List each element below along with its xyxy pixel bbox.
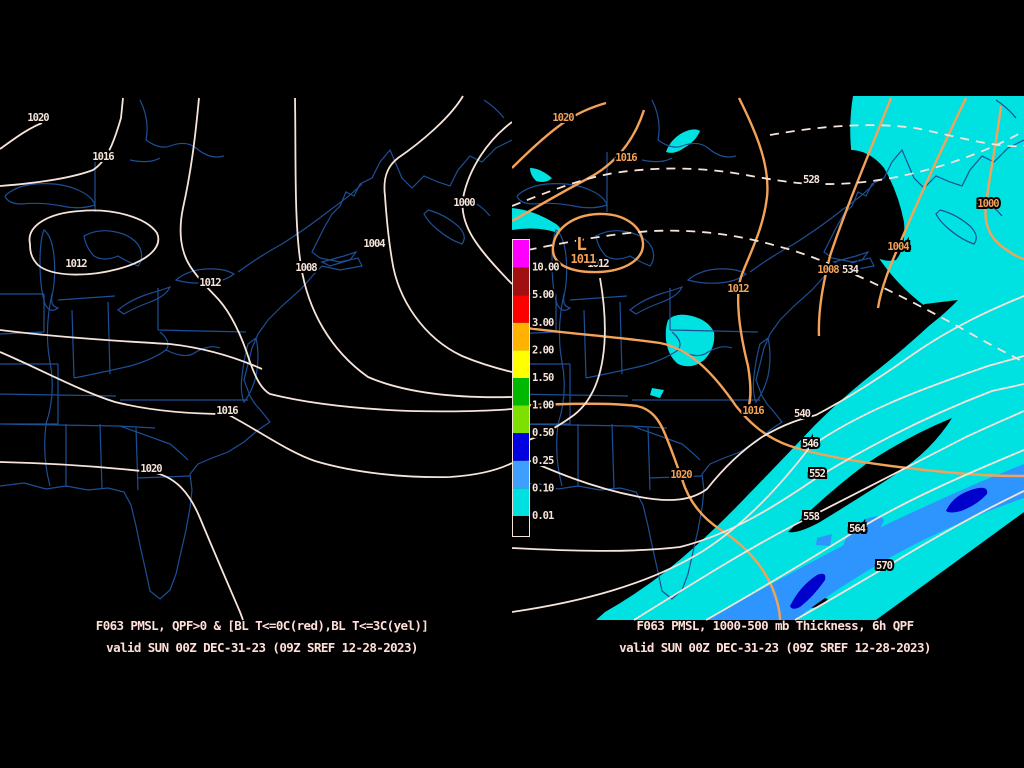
contour-label: 1020 xyxy=(670,469,692,481)
colorbar-cell xyxy=(513,460,529,489)
isobar-1020-nw xyxy=(512,101,607,169)
qpf-light-teardrop xyxy=(843,516,884,550)
contour-label: 552 xyxy=(809,468,826,480)
pmsl-contours-left xyxy=(0,95,512,621)
isobar-1020-nw xyxy=(0,122,43,150)
contour-label: 558 xyxy=(803,511,820,523)
qpf-colorbar: 10.00 5.00 3.00 2.00 1.50 1.00 0.50 0.25 0.10 0.0… xyxy=(512,239,562,537)
isobar-labels-left: 1020 1016 1012 1012 1008 1004 1000 1016 1020 xyxy=(25,110,478,477)
qpf-hole-coastal-wedge xyxy=(788,418,952,533)
isobar-1008-coastal xyxy=(817,97,893,337)
contour-label: 1016 xyxy=(216,405,238,417)
contour-label: 1000 xyxy=(977,198,999,210)
contour-label: 10.00 xyxy=(532,262,559,274)
contour-label: 1008 xyxy=(295,262,317,274)
thickness-540 xyxy=(512,295,1024,501)
contour-label: 1012 xyxy=(199,277,221,289)
qpf-moderate-core-bahamas xyxy=(790,573,826,609)
thickness-564 xyxy=(705,449,1024,621)
colorbar-cell xyxy=(513,405,529,434)
contour-label: 1.50 xyxy=(532,372,554,384)
colorbar-cell xyxy=(513,433,529,461)
isobar-1012-trough xyxy=(736,97,769,414)
contour-label: 540 xyxy=(794,408,811,420)
contour-label: 1004 xyxy=(887,241,909,253)
isobar-1016-nw xyxy=(0,97,124,187)
thickness-522-dashed xyxy=(769,124,1024,148)
thickness-558 xyxy=(633,410,1024,621)
contour-label: 546 xyxy=(802,438,819,450)
isobar-1008 xyxy=(294,97,512,399)
right-caption-title: F063 PMSL, 1000-500 mb Thickness, 6h QPF xyxy=(636,618,914,633)
contour-label: 1012 xyxy=(65,258,87,270)
contour-label: 534 xyxy=(842,264,859,276)
contour-label: 0.01 xyxy=(532,510,554,522)
thickness-labels-right: 528 534 540 546 552 558 564 570 1012 xyxy=(585,172,895,574)
contour-label: 1016 xyxy=(742,405,764,417)
thickness-540-trough-west xyxy=(512,277,606,446)
colorbar-cell xyxy=(513,488,529,516)
left-caption-valid: valid SUN 00Z DEC-31-23 (09Z SREF 12-28-… xyxy=(106,640,418,655)
isobar-1016-south xyxy=(512,324,1024,478)
colorbar-cell xyxy=(513,322,529,351)
contour-label: 1016 xyxy=(92,151,114,163)
contour-label: 2.00 xyxy=(532,344,554,356)
contour-label: 0.50 xyxy=(532,427,554,439)
left-caption-title: F063 PMSL, QPF>0 & [BL T<=0C(red),BL T<=… xyxy=(95,618,429,633)
thickness-534-dashed xyxy=(512,229,1024,363)
thickness-546 xyxy=(512,355,1024,613)
isobar-1000-coastal xyxy=(984,105,1024,261)
contour-label: 1011 xyxy=(571,252,597,266)
contour-label: 564 xyxy=(849,523,866,535)
contour-label: 1020 xyxy=(552,112,574,124)
contour-label: 1012 xyxy=(727,283,749,295)
contour-label: 5.00 xyxy=(532,289,554,301)
thickness-contours xyxy=(512,124,1024,621)
isobar-unlabeled-stub xyxy=(0,329,263,370)
qpf-trace-ohio-patch xyxy=(650,314,715,398)
contour-label: 1020 xyxy=(27,112,49,124)
isobar-1020-south xyxy=(512,402,782,621)
qpf-moderate-core-east xyxy=(946,487,988,513)
isobar-1004-coastal xyxy=(876,97,968,309)
qpf-hole-maine xyxy=(841,149,905,261)
qpf-trace-northwest-patch-1 xyxy=(530,168,552,182)
contour-label: 528 xyxy=(803,174,820,186)
pmsl-contours-right xyxy=(512,97,1024,621)
contour-label: 1008 xyxy=(817,264,839,276)
colorbar-cell xyxy=(513,350,529,378)
right-caption-valid: valid SUN 00Z DEC-31-23 (09Z SREF 12-28-… xyxy=(619,640,931,655)
qpf-light-spot xyxy=(816,534,832,546)
isobar-1012-trough xyxy=(179,97,512,413)
colorbar-cell xyxy=(513,378,529,406)
contour-label: 1016 xyxy=(615,152,637,164)
contour-label: 1004 xyxy=(363,238,385,250)
contour-label: 1020 xyxy=(140,463,162,475)
isobar-1020-south xyxy=(0,461,244,621)
contour-label: 1.00 xyxy=(532,400,554,412)
contour-label: 1012 xyxy=(587,258,609,270)
thickness-570 xyxy=(794,490,1024,621)
contour-label: 570 xyxy=(876,560,893,572)
colorbar-cell xyxy=(513,295,529,323)
contour-label: 3.00 xyxy=(532,317,554,329)
isobar-1016-south xyxy=(0,351,512,479)
isobar-1012-loop xyxy=(28,209,160,276)
isobar-1004 xyxy=(383,95,512,373)
colorbar-cell xyxy=(513,267,529,296)
isobar-labels-right: 1020 1016 1012 1016 1020 1008 1004 1000 xyxy=(550,110,1002,483)
isobar-1012-low-oval xyxy=(551,212,645,274)
contour-label: 1000 xyxy=(453,197,475,209)
colorbar-border xyxy=(512,239,530,537)
isobar-1000 xyxy=(461,121,512,285)
colorbar-cell xyxy=(513,240,529,268)
caption-strip xyxy=(0,621,1024,768)
isobar-1016-nw xyxy=(512,109,646,223)
contour-label: 0.10 xyxy=(532,482,554,494)
contour-label: 0.25 xyxy=(532,455,554,467)
thickness-552 xyxy=(512,383,1024,552)
